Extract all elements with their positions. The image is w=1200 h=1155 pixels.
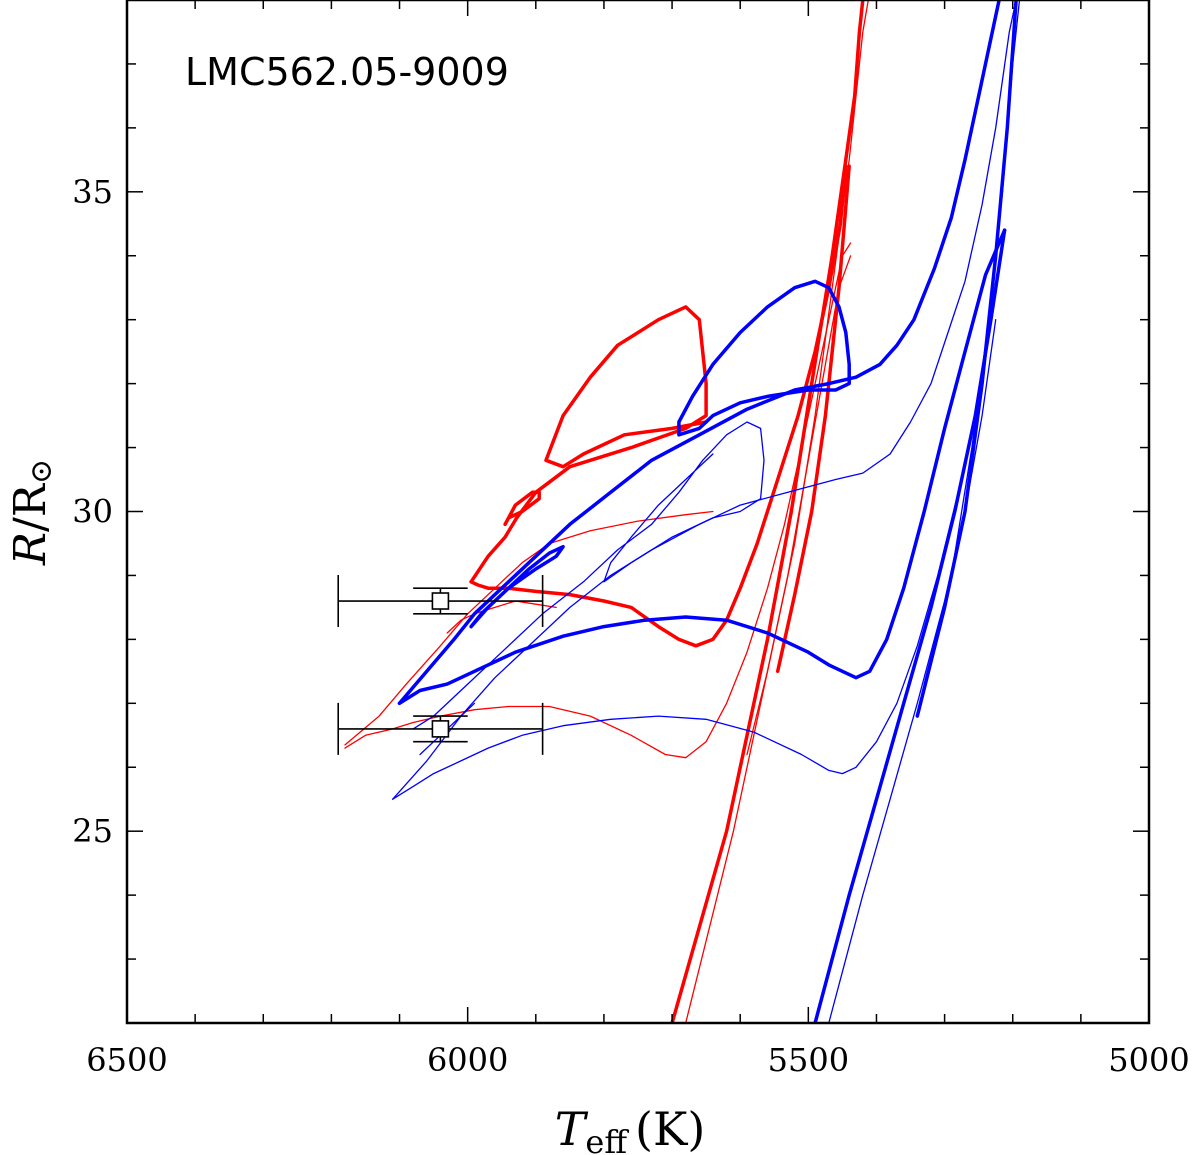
series-red-thick-loop [469,305,708,584]
series-blue-thin-loop [412,421,765,730]
x-tick-label: 5000 [1108,1041,1189,1079]
ticks-layer: 6500 6000 5500 5000 25 30 35 [72,0,1190,1079]
x-axis-title-sub: eff [585,1123,629,1155]
y-axis-title-sun: ⊙ [24,459,59,484]
x-tick-label: 6500 [86,1041,167,1079]
series-red-thin-track [685,0,869,1023]
observation-marker [431,720,450,738]
series-red-thick-rgb-branch [775,164,851,674]
y-tick-label: 25 [72,812,113,850]
x-axis-title-unit: (K) [635,1102,705,1155]
series-red-thick-blueloop-bottom [469,164,848,648]
series-blue-thin-steep [923,0,1021,685]
series-blue-thick-diagonal [397,0,1001,706]
series-blue-thick-blueloop [397,228,1007,706]
errorbar-lower-observation [337,702,544,755]
axes-layer [125,0,1151,1025]
series-layer [344,0,1021,1023]
series-blue-thin-ringback [419,702,476,756]
error-bar-layer [337,575,544,755]
y-axis-title: R/R⊙ [5,459,59,566]
observation-marker [431,592,450,610]
series-red-thin-blueloop [344,242,852,759]
plot-frame [125,0,1151,1025]
series-blue-thin-diagonal [392,0,1017,800]
y-axis-title-main: R [5,532,56,566]
x-axis-title-main: T [555,1102,589,1155]
x-tick-label: 5500 [768,1041,849,1079]
x-tick-label: 6000 [427,1041,508,1079]
series-red-thin-rgb-branch [746,255,852,756]
series-blue-thick-loop [677,279,851,437]
series-blue-thin-blueloop [392,319,991,800]
series-red-thin-ringback [446,600,557,634]
errorbar-upper-observation [337,575,544,628]
y-tick-label: 30 [72,493,113,531]
y-tick-label: 35 [72,173,113,211]
x-axis-title: Teff (K) [555,1102,706,1155]
y-axis-title-rest: /R [5,482,56,532]
series-blue-thin-track [828,319,997,1023]
series-blue-thick-small-loop [469,544,565,629]
series-red-thick-small-loop [503,490,541,527]
series-blue-thick-track [813,228,1007,1023]
star-id-annotation: LMC562.05-9009 [185,50,509,94]
